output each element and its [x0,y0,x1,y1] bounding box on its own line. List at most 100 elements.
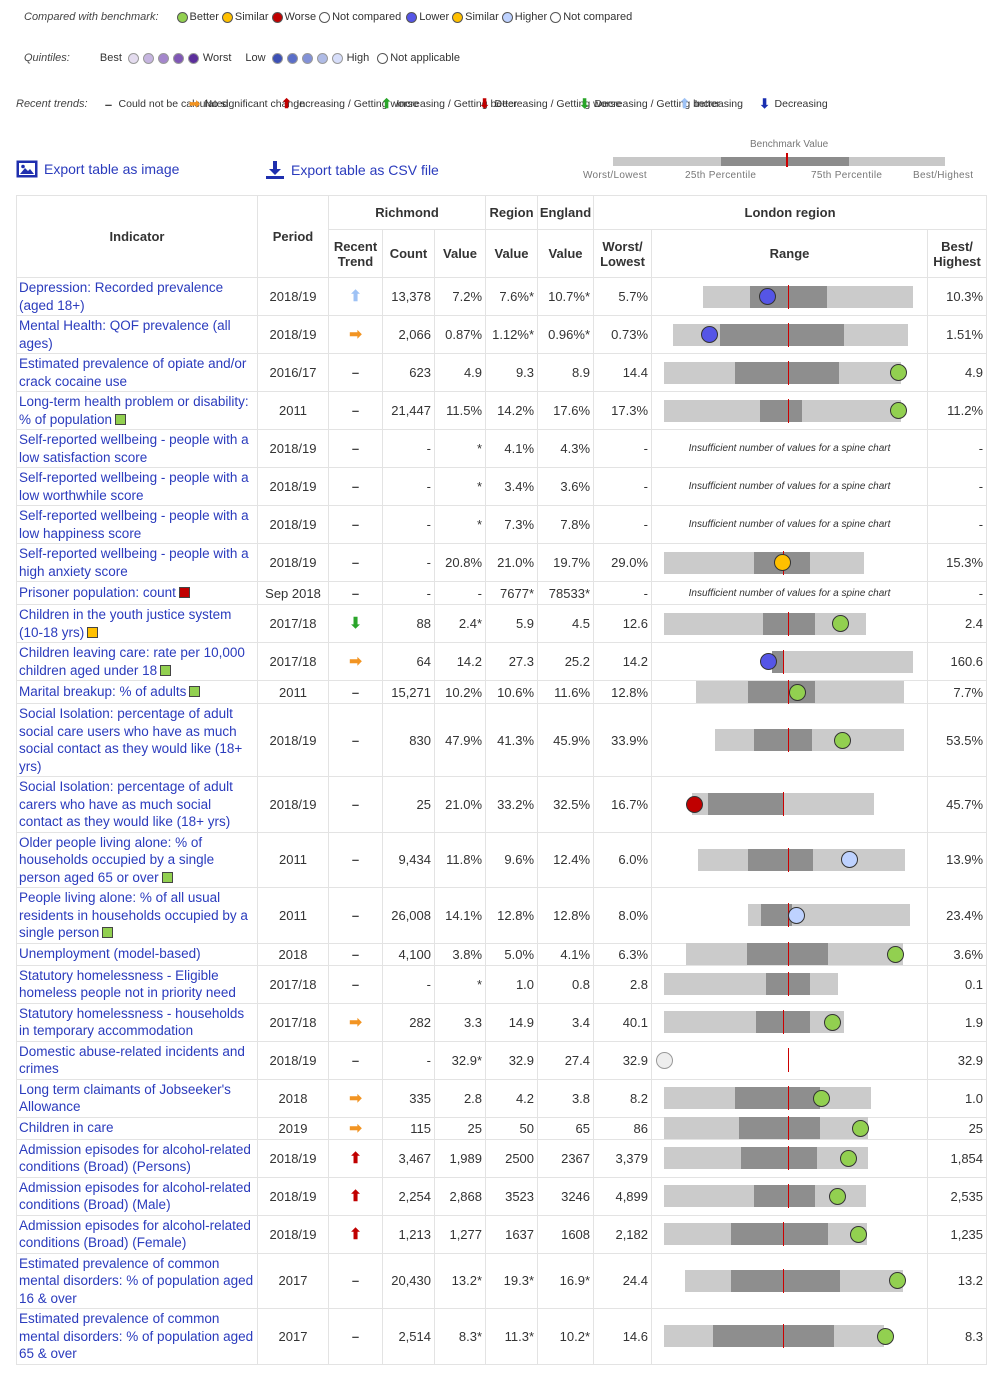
indicator-cell[interactable]: Prisoner population: count [17,582,258,605]
export-csv-button[interactable]: Export table as CSV file [265,160,439,180]
indicator-link[interactable]: Long term claimants of Jobseeker's Allow… [19,1082,231,1115]
indicator-link[interactable]: Older people living alone: % of househol… [19,835,214,885]
indicator-cell[interactable]: Estimated prevalence of common mental di… [17,1309,258,1365]
indicator-cell[interactable]: Admission episodes for alcohol-related c… [17,1139,258,1177]
indicator-cell[interactable]: Admission episodes for alcohol-related c… [17,1177,258,1215]
indicator-cell[interactable]: Social Isolation: percentage of adult so… [17,704,258,777]
benchmark-key-p25: 25th Percentile [685,170,756,181]
indicator-cell[interactable]: Older people living alone: % of househol… [17,832,258,888]
indicator-link[interactable]: Estimated prevalence of common mental di… [19,1256,253,1306]
indicator-link[interactable]: Unemployment (model-based) [19,946,201,961]
indicator-cell[interactable]: Self-reported wellbeing - people with a … [17,430,258,468]
indicator-cell[interactable]: Estimated prevalence of common mental di… [17,1253,258,1309]
spine-range-bar [664,1011,844,1033]
indicator-link[interactable]: People living alone: % of all usual resi… [19,890,248,940]
indicator-cell[interactable]: Self-reported wellbeing - people with a … [17,468,258,506]
count-cell: 21,447 [383,392,435,430]
indicator-cell[interactable]: Long term claimants of Jobseeker's Allow… [17,1079,258,1117]
benchmark-key: Benchmark Value Worst/Lowest 25th Percen… [580,138,984,186]
dash-icon: – [352,797,359,812]
legend-dot-icon [177,12,188,23]
best-cell: 8.3 [928,1309,987,1365]
indicator-link[interactable]: Admission episodes for alcohol-related c… [19,1142,251,1175]
quintile-square-icon [179,587,190,598]
up-arrow-icon: ⬆ [349,1151,362,1166]
england-cell: 3.4 [538,1003,594,1041]
value-cell: 7.2% [435,278,486,316]
indicator-cell[interactable]: Marital breakup: % of adults [17,681,258,704]
indicator-link[interactable]: Marital breakup: % of adults [19,684,186,699]
indicator-cell[interactable]: People living alone: % of all usual resi… [17,888,258,944]
trends-legend: Recent trends: – Could not be calculated ➡… [16,90,848,118]
period-cell: 2018/19 [258,316,329,354]
dash-icon: – [352,517,359,532]
spine-interquartile-bar [713,1325,834,1347]
indicator-link[interactable]: Children leaving care: rate per 10,000 c… [19,645,245,678]
indicator-link[interactable]: Statutory homelessness - Eligible homele… [19,968,236,1001]
indicator-link[interactable]: Admission episodes for alcohol-related c… [19,1180,251,1213]
indicator-link[interactable]: Estimated prevalence of common mental di… [19,1311,253,1361]
right-arrow-icon: ➡ [349,1121,362,1136]
worst-cell: - [594,506,652,544]
indicator-link[interactable]: Self-reported wellbeing - people with a … [19,432,249,465]
indicator-cell[interactable]: Estimated prevalence of opiate and/or cr… [17,354,258,392]
indicator-cell[interactable]: Self-reported wellbeing - people with a … [17,506,258,544]
indicator-cell[interactable]: Domestic abuse-related incidents and cri… [17,1041,258,1079]
indicator-link[interactable]: Self-reported wellbeing - people with a … [19,470,249,503]
indicator-cell[interactable]: Long-term health problem or disability: … [17,392,258,430]
indicator-cell[interactable]: Children in the youth justice system (10… [17,605,258,643]
dash-icon: – [352,586,359,601]
indicator-link[interactable]: Social Isolation: percentage of adult so… [19,706,242,774]
indicator-link[interactable]: Estimated prevalence of opiate and/or cr… [19,356,246,389]
spine-value-marker [890,364,907,381]
indicator-cell[interactable]: Statutory homelessness - households in t… [17,1003,258,1041]
period-cell: 2011 [258,681,329,704]
indicator-cell[interactable]: Statutory homelessness - Eligible homele… [17,965,258,1003]
dash-icon: – [352,852,359,867]
range-cell [652,605,928,643]
spine-benchmark-line [788,399,789,423]
indicator-link[interactable]: Social Isolation: percentage of adult ca… [19,779,233,829]
trend-legend-item: ⬆ Increasing / Getting better [380,96,478,112]
table-row: Children leaving care: rate per 10,000 c… [17,643,987,681]
indicator-link[interactable]: Mental Health: QOF prevalence (all ages) [19,318,231,351]
header-england: England [538,196,594,230]
region-cell: 50 [486,1117,538,1139]
quintiles-legend: Quintiles: Best Worst Low High Not appli… [24,52,460,64]
spine-chart [652,392,927,429]
indicator-cell[interactable]: Admission episodes for alcohol-related c… [17,1215,258,1253]
indicator-link[interactable]: Statutory homelessness - households in t… [19,1006,244,1039]
indicator-cell[interactable]: Self-reported wellbeing - people with a … [17,544,258,582]
region-cell: 21.0% [486,544,538,582]
indicator-link[interactable]: Self-reported wellbeing - people with a … [19,508,249,541]
trend-cell: ➡ [329,643,383,681]
indicator-cell[interactable]: Depression: Recorded prevalence (aged 18… [17,278,258,316]
right-arrow-icon: ➡ [188,96,202,112]
trend-cell: – [329,506,383,544]
england-cell: 2367 [538,1139,594,1177]
indicator-link[interactable]: Long-term health problem or disability: … [19,394,249,427]
region-cell: 12.8% [486,888,538,944]
indicator-cell[interactable]: Social Isolation: percentage of adult ca… [17,777,258,833]
trend-legend-label: Increasing / Getting better [397,98,475,111]
quintile-square-icon [189,686,200,697]
spine-value-marker [840,1150,857,1167]
table-row: Long-term health problem or disability: … [17,392,987,430]
range-cell [652,354,928,392]
indicator-link[interactable]: Prisoner population: count [19,585,176,600]
trend-legend-item: ⬇ Decreasing / Getting worse [478,96,578,112]
indicator-cell[interactable]: Mental Health: QOF prevalence (all ages) [17,316,258,354]
indicator-cell[interactable]: Unemployment (model-based) [17,943,258,965]
spine-benchmark-line [783,1222,784,1246]
indicator-cell[interactable]: Children in care [17,1117,258,1139]
indicator-link[interactable]: Self-reported wellbeing - people with a … [19,546,249,579]
indicator-cell[interactable]: Children leaving care: rate per 10,000 c… [17,643,258,681]
indicator-link[interactable]: Children in care [19,1120,114,1135]
indicator-link[interactable]: Domestic abuse-related incidents and cri… [19,1044,245,1077]
header-recent-trend: Recent Trend [329,230,383,278]
header-count: Count [383,230,435,278]
indicator-link[interactable]: Depression: Recorded prevalence (aged 18… [19,280,223,313]
export-image-button[interactable]: Export table as image [16,160,179,178]
indicator-link[interactable]: Admission episodes for alcohol-related c… [19,1218,251,1251]
indicator-link[interactable]: Children in the youth justice system (10… [19,607,231,640]
